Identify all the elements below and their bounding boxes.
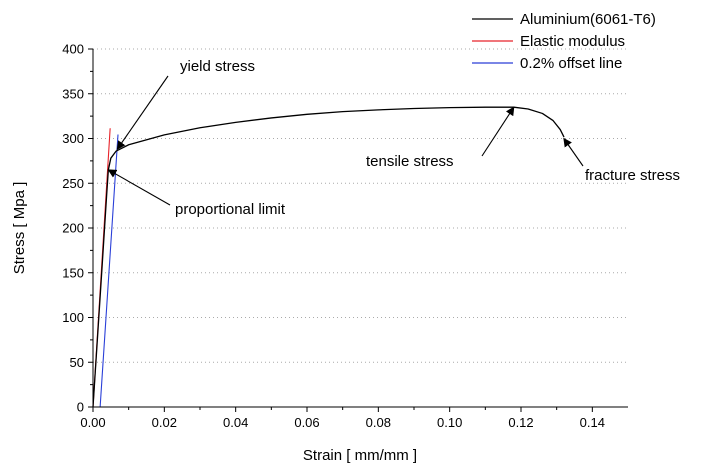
x-tick-label: 0.12 [508, 415, 533, 430]
y-tick-label: 200 [62, 221, 84, 236]
annotation-arrow-1 [107, 169, 171, 206]
annotation-label-0: yield stress [180, 58, 255, 75]
x-tick-label: 0.04 [223, 415, 248, 430]
gridlines [93, 48, 628, 363]
y-tick-label: 250 [62, 176, 84, 191]
y-tick-label: 350 [62, 86, 84, 101]
legend-label-1: Elastic modulus [520, 33, 625, 50]
y-tick-label: 150 [62, 265, 84, 280]
annotations: yield stress proportional limit tensile st… [107, 58, 680, 218]
x-tick-label: 0.06 [294, 415, 319, 430]
annotation-arrow-3 [563, 137, 584, 167]
x-axis-ticks: 0.00 0.02 0.04 0.06 0.08 0.10 0.12 0.14 [80, 407, 605, 430]
y-tick-label: 400 [62, 42, 84, 57]
legend-label-0: Aluminium(6061-T6) [520, 11, 656, 28]
legend: Aluminium(6061-T6) Elastic modulus 0.2% of… [472, 11, 656, 72]
annotation-label-2: tensile stress [366, 153, 454, 170]
x-tick-label: 0.02 [152, 415, 177, 430]
x-tick-label: 0.00 [80, 415, 105, 430]
annotation-arrow-0 [116, 75, 169, 150]
annotation-label-3: fracture stress [585, 167, 680, 184]
annotation-arrow-2 [481, 106, 515, 157]
x-tick-label: 0.14 [580, 415, 605, 430]
x-tick-label: 0.08 [366, 415, 391, 430]
series-line-2 [99, 134, 119, 408]
annotation-label-1: proportional limit [175, 201, 286, 218]
legend-label-2: 0.2% offset line [520, 55, 622, 72]
y-axis-ticks: 0 50 100 150 200 250 300 350 400 [62, 42, 93, 415]
y-tick-label: 100 [62, 310, 84, 325]
y-axis-title: Stress [ Mpa ] [11, 182, 28, 275]
y-tick-label: 300 [62, 131, 84, 146]
x-tick-label: 0.10 [437, 415, 462, 430]
x-axis-title: Strain [ mm/mm ] [303, 447, 417, 464]
y-tick-label: 50 [70, 355, 84, 370]
y-tick-label: 0 [77, 400, 84, 415]
